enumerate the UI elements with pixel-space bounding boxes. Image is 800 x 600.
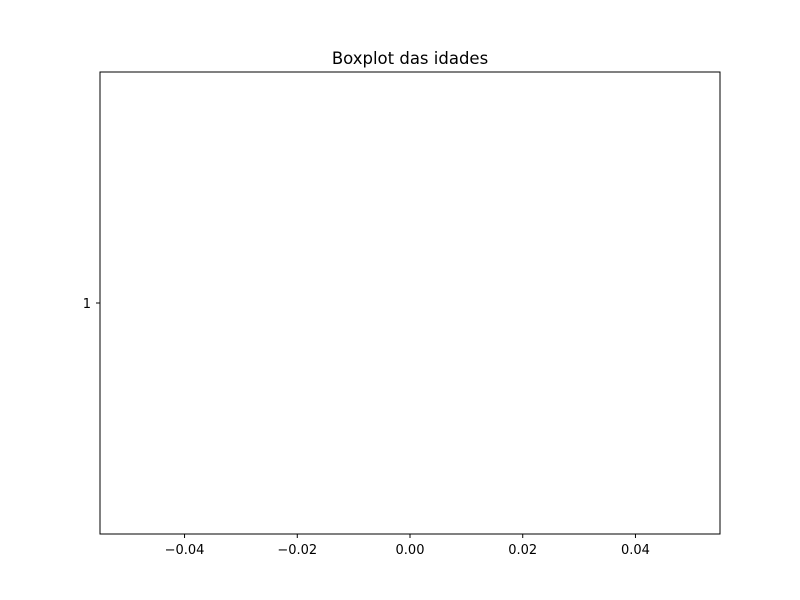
- x-tick-label: 0.00: [396, 543, 425, 558]
- y-axis: 1: [83, 297, 100, 312]
- x-tick-label: 0.02: [508, 543, 537, 558]
- x-tick-label: −0.04: [165, 543, 205, 558]
- x-tick-label: 0.04: [621, 543, 650, 558]
- x-tick-label: −0.02: [277, 543, 317, 558]
- y-tick-label: 1: [83, 297, 91, 312]
- x-axis: −0.04 −0.02 0.00 0.02 0.04: [165, 534, 650, 558]
- chart-title: Boxplot das idades: [332, 49, 488, 68]
